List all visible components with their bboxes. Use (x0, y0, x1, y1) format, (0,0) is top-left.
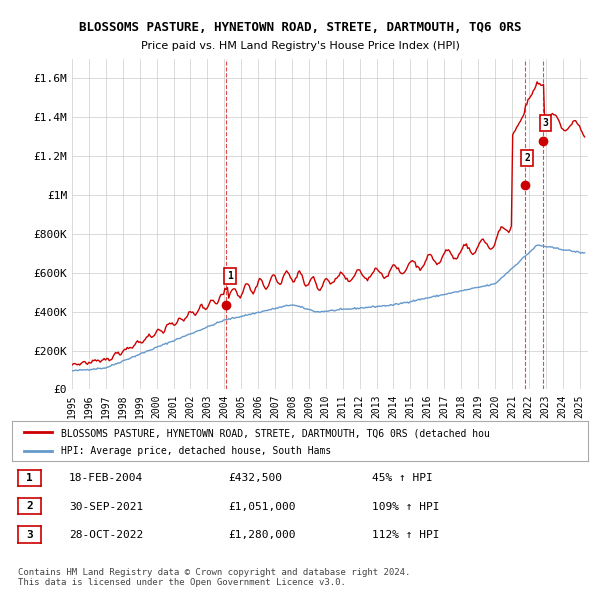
Text: This data is licensed under the Open Government Licence v3.0.: This data is licensed under the Open Gov… (18, 578, 346, 587)
Text: 1: 1 (26, 473, 33, 483)
Text: 3: 3 (542, 118, 548, 128)
Text: 2: 2 (26, 502, 33, 511)
Text: 1: 1 (227, 271, 233, 281)
Text: £1,280,000: £1,280,000 (228, 530, 296, 540)
Text: 30-SEP-2021: 30-SEP-2021 (69, 502, 143, 512)
Text: 109% ↑ HPI: 109% ↑ HPI (372, 502, 439, 512)
Text: Price paid vs. HM Land Registry's House Price Index (HPI): Price paid vs. HM Land Registry's House … (140, 41, 460, 51)
Text: BLOSSOMS PASTURE, HYNETOWN ROAD, STRETE, DARTMOUTH, TQ6 0RS (detached hou: BLOSSOMS PASTURE, HYNETOWN ROAD, STRETE,… (61, 428, 490, 438)
Text: BLOSSOMS PASTURE, HYNETOWN ROAD, STRETE, DARTMOUTH, TQ6 0RS: BLOSSOMS PASTURE, HYNETOWN ROAD, STRETE,… (79, 21, 521, 34)
Text: £432,500: £432,500 (228, 474, 282, 483)
Text: 28-OCT-2022: 28-OCT-2022 (69, 530, 143, 540)
Text: 45% ↑ HPI: 45% ↑ HPI (372, 474, 433, 483)
Text: 18-FEB-2004: 18-FEB-2004 (69, 474, 143, 483)
Text: HPI: Average price, detached house, South Hams: HPI: Average price, detached house, Sout… (61, 447, 331, 456)
Text: 3: 3 (26, 530, 33, 539)
Text: 2: 2 (524, 153, 530, 163)
Text: 112% ↑ HPI: 112% ↑ HPI (372, 530, 439, 540)
Text: Contains HM Land Registry data © Crown copyright and database right 2024.: Contains HM Land Registry data © Crown c… (18, 568, 410, 577)
Text: £1,051,000: £1,051,000 (228, 502, 296, 512)
